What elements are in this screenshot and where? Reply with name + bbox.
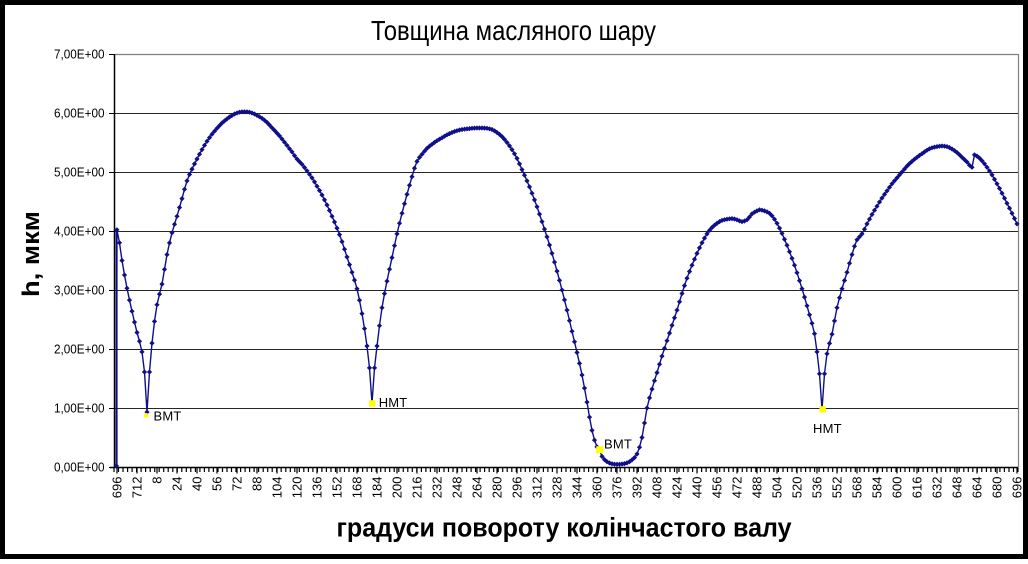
svg-text:552: 552 (830, 477, 845, 499)
svg-text:248: 248 (450, 477, 465, 499)
svg-text:h, мкм: h, мкм (18, 211, 45, 297)
svg-text:616: 616 (910, 477, 925, 499)
svg-text:8: 8 (150, 477, 165, 484)
svg-text:712: 712 (130, 477, 145, 499)
svg-text:200: 200 (390, 477, 405, 499)
svg-text:120: 120 (290, 477, 305, 499)
svg-text:6,00E+00: 6,00E+00 (54, 106, 105, 121)
svg-text:360: 360 (590, 477, 605, 499)
svg-text:472: 472 (730, 477, 745, 499)
svg-text:536: 536 (810, 477, 825, 499)
svg-text:408: 408 (650, 477, 665, 499)
svg-text:2,00E+00: 2,00E+00 (54, 342, 105, 357)
svg-text:680: 680 (990, 477, 1005, 499)
svg-text:344: 344 (570, 477, 585, 499)
svg-text:104: 104 (270, 477, 285, 499)
svg-text:584: 584 (870, 477, 885, 499)
svg-text:ВМТ: ВМТ (154, 409, 182, 424)
svg-text:5,00E+00: 5,00E+00 (54, 165, 105, 180)
svg-text:152: 152 (330, 477, 345, 499)
svg-text:664: 664 (970, 477, 985, 499)
svg-text:296: 296 (510, 477, 525, 499)
svg-text:520: 520 (790, 477, 805, 499)
svg-text:72: 72 (230, 477, 245, 491)
svg-text:328: 328 (550, 477, 565, 499)
svg-text:696: 696 (1010, 477, 1025, 499)
svg-text:648: 648 (950, 477, 965, 499)
svg-text:488: 488 (750, 477, 765, 499)
svg-text:24: 24 (170, 477, 185, 491)
svg-text:280: 280 (490, 476, 505, 498)
svg-text:184: 184 (370, 477, 385, 499)
svg-text:56: 56 (210, 477, 225, 491)
svg-text:264: 264 (470, 477, 485, 499)
svg-text:456: 456 (710, 477, 725, 499)
svg-text:136: 136 (310, 477, 325, 499)
svg-text:424: 424 (670, 477, 685, 499)
svg-text:ВМТ: ВМТ (604, 437, 632, 452)
svg-text:376: 376 (610, 477, 625, 499)
svg-text:504: 504 (770, 477, 785, 499)
svg-text:312: 312 (530, 477, 545, 499)
svg-text:168: 168 (350, 477, 365, 499)
svg-text:1,00E+00: 1,00E+00 (54, 401, 105, 416)
svg-text:88: 88 (250, 477, 265, 491)
svg-text:НМТ: НМТ (379, 395, 408, 410)
svg-text:232: 232 (430, 477, 445, 499)
svg-text:392: 392 (630, 477, 645, 499)
svg-text:Товщина масляного шару: Товщина масляного шару (371, 15, 656, 46)
svg-text:216: 216 (410, 477, 425, 499)
svg-text:600: 600 (890, 477, 905, 499)
svg-text:696: 696 (110, 477, 125, 499)
svg-text:НМТ: НМТ (813, 421, 842, 436)
svg-text:3,00E+00: 3,00E+00 (54, 283, 105, 298)
svg-text:7,00E+00: 7,00E+00 (54, 47, 105, 62)
svg-text:440: 440 (690, 477, 705, 499)
svg-text:568: 568 (850, 477, 865, 499)
svg-text:0,00E+00: 0,00E+00 (54, 460, 105, 475)
svg-text:градуси повороту колінчастого: градуси повороту колінчастого валу (337, 512, 792, 542)
svg-text:40: 40 (190, 477, 205, 491)
svg-text:4,00E+00: 4,00E+00 (54, 224, 105, 239)
svg-text:632: 632 (930, 477, 945, 499)
